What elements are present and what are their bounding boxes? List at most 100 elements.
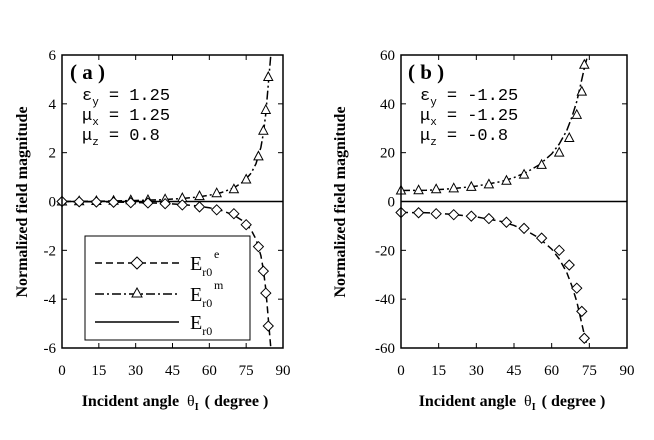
data-point-diamond xyxy=(518,222,530,235)
data-point-diamond xyxy=(193,201,206,213)
data-point-triangle xyxy=(260,103,272,114)
series-line-dashdot xyxy=(400,58,588,192)
data-point-triangle xyxy=(228,183,240,194)
x-tick-label: 15 xyxy=(91,363,106,379)
param-symbol: ε xyxy=(82,87,92,106)
data-point-diamond xyxy=(465,210,478,222)
data-point-diamond xyxy=(571,282,583,294)
y-tick-label: 40 xyxy=(380,97,395,113)
legend-box xyxy=(84,235,251,341)
data-point-diamond xyxy=(578,332,591,344)
data-point-triangle xyxy=(553,146,565,157)
param-value: = 0.8 xyxy=(109,127,160,146)
data-point-diamond xyxy=(448,208,460,221)
param-symbol: μ xyxy=(82,127,92,146)
x-label-text: Incident angle xyxy=(82,393,179,410)
data-point-triangle xyxy=(258,124,269,135)
param-row: μx = 1.25 xyxy=(82,107,170,129)
x-tick-label: 45 xyxy=(165,363,180,379)
legend-subscript: r0 xyxy=(202,324,212,338)
panel-a-x-axis-label: Incident angle θI ( degree ) xyxy=(82,393,269,413)
legend-label-e: Er0 xyxy=(190,253,212,279)
x-tick-label: 60 xyxy=(202,363,217,379)
data-point-triangle xyxy=(262,70,274,81)
data-point-diamond xyxy=(159,197,171,210)
param-row: εy = 1.25 xyxy=(82,87,170,109)
param-symbol: μ xyxy=(420,127,430,146)
data-point-diamond xyxy=(535,232,548,244)
param-symbol: ε xyxy=(420,87,430,106)
param-row: εy = -1.25 xyxy=(420,87,518,109)
legend-subscript: r0 xyxy=(202,296,212,310)
data-point-diamond xyxy=(262,320,274,332)
param-subscript: x xyxy=(92,117,99,129)
x-label-symbol: θ xyxy=(187,393,195,410)
x-tick-label: 90 xyxy=(620,363,635,379)
y-tick-label: -6 xyxy=(44,341,57,357)
param-value: = 1.25 xyxy=(109,87,170,106)
panel-b-params: εy = -1.25 μx = -1.25 μz = -0.8 xyxy=(420,87,518,149)
param-subscript: z xyxy=(92,137,99,149)
data-point-diamond xyxy=(73,196,85,208)
y-tick-label: -20 xyxy=(375,243,395,259)
x-tick-label: 60 xyxy=(544,363,559,379)
legend: Er0 e Er0 m Er0 xyxy=(84,235,251,341)
param-subscript: z xyxy=(430,137,437,149)
panel-b: Normalized field magnitude 0 15 30 45 60 75 90… xyxy=(332,48,635,413)
y-tick-label: 6 xyxy=(49,48,57,64)
data-point-triangle xyxy=(448,182,460,193)
data-point-triangle xyxy=(576,85,588,96)
data-point-diamond xyxy=(412,207,425,219)
legend-label-plain: Er0 xyxy=(190,312,212,338)
data-point-triangle xyxy=(211,187,223,198)
data-point-diamond xyxy=(210,204,223,216)
panel-a-plot-frame xyxy=(61,54,284,349)
panel-a-y-axis-label: Normalized field magnitude xyxy=(14,106,31,297)
param-subscript: x xyxy=(430,117,437,129)
data-point-triangle xyxy=(483,178,495,189)
x-tick-label: 75 xyxy=(582,363,597,379)
data-point-triangle xyxy=(536,158,547,169)
param-value: = 1.25 xyxy=(109,107,170,126)
param-subscript: y xyxy=(92,97,99,109)
x-label-subscript: I xyxy=(195,402,199,413)
panel-b-plot-frame xyxy=(400,54,628,349)
data-point-triangle xyxy=(194,190,205,201)
data-point-diamond xyxy=(107,196,120,208)
x-label-text: Incident angle xyxy=(419,393,516,410)
data-point-triangle xyxy=(518,168,530,179)
data-point-diamond xyxy=(90,196,103,208)
panel-a-params: εy = 1.25 μx = 1.25 μz = 0.8 xyxy=(82,87,170,149)
data-point-triangle xyxy=(253,150,264,161)
data-point-triangle xyxy=(501,174,512,185)
legend-diamond-marker xyxy=(130,256,144,270)
legend-subscript: r0 xyxy=(202,265,212,279)
x-label-unit: ( degree ) xyxy=(542,393,606,410)
x-tick-label: 90 xyxy=(276,363,291,379)
y-tick-label: 0 xyxy=(49,195,57,211)
param-row: μz = -0.8 xyxy=(420,127,508,149)
data-point-triangle xyxy=(240,173,252,184)
data-point-diamond xyxy=(176,199,189,211)
x-tick-label: 45 xyxy=(507,363,522,379)
y-tick-label: -4 xyxy=(44,292,57,308)
param-subscript: y xyxy=(430,97,437,109)
x-tick-label: 75 xyxy=(239,363,254,379)
legend-symbol: E xyxy=(190,284,202,306)
panel-b-y-axis-label: Normalized field magnitude xyxy=(332,106,349,297)
y-tick-label: 20 xyxy=(380,146,395,162)
data-point-triangle xyxy=(578,58,590,69)
y-tick-label: -60 xyxy=(375,341,395,357)
legend-label-m: Er0 xyxy=(190,284,212,310)
y-tick-label: 60 xyxy=(380,48,395,64)
data-point-diamond xyxy=(576,305,588,318)
data-point-diamond xyxy=(430,208,442,220)
param-value: = -1.25 xyxy=(447,107,518,126)
data-point-diamond xyxy=(483,212,495,225)
data-point-triangle xyxy=(563,131,575,143)
x-label-subscript: I xyxy=(532,402,536,413)
param-symbol: μ xyxy=(82,107,92,126)
series-line-dashed xyxy=(400,211,588,345)
